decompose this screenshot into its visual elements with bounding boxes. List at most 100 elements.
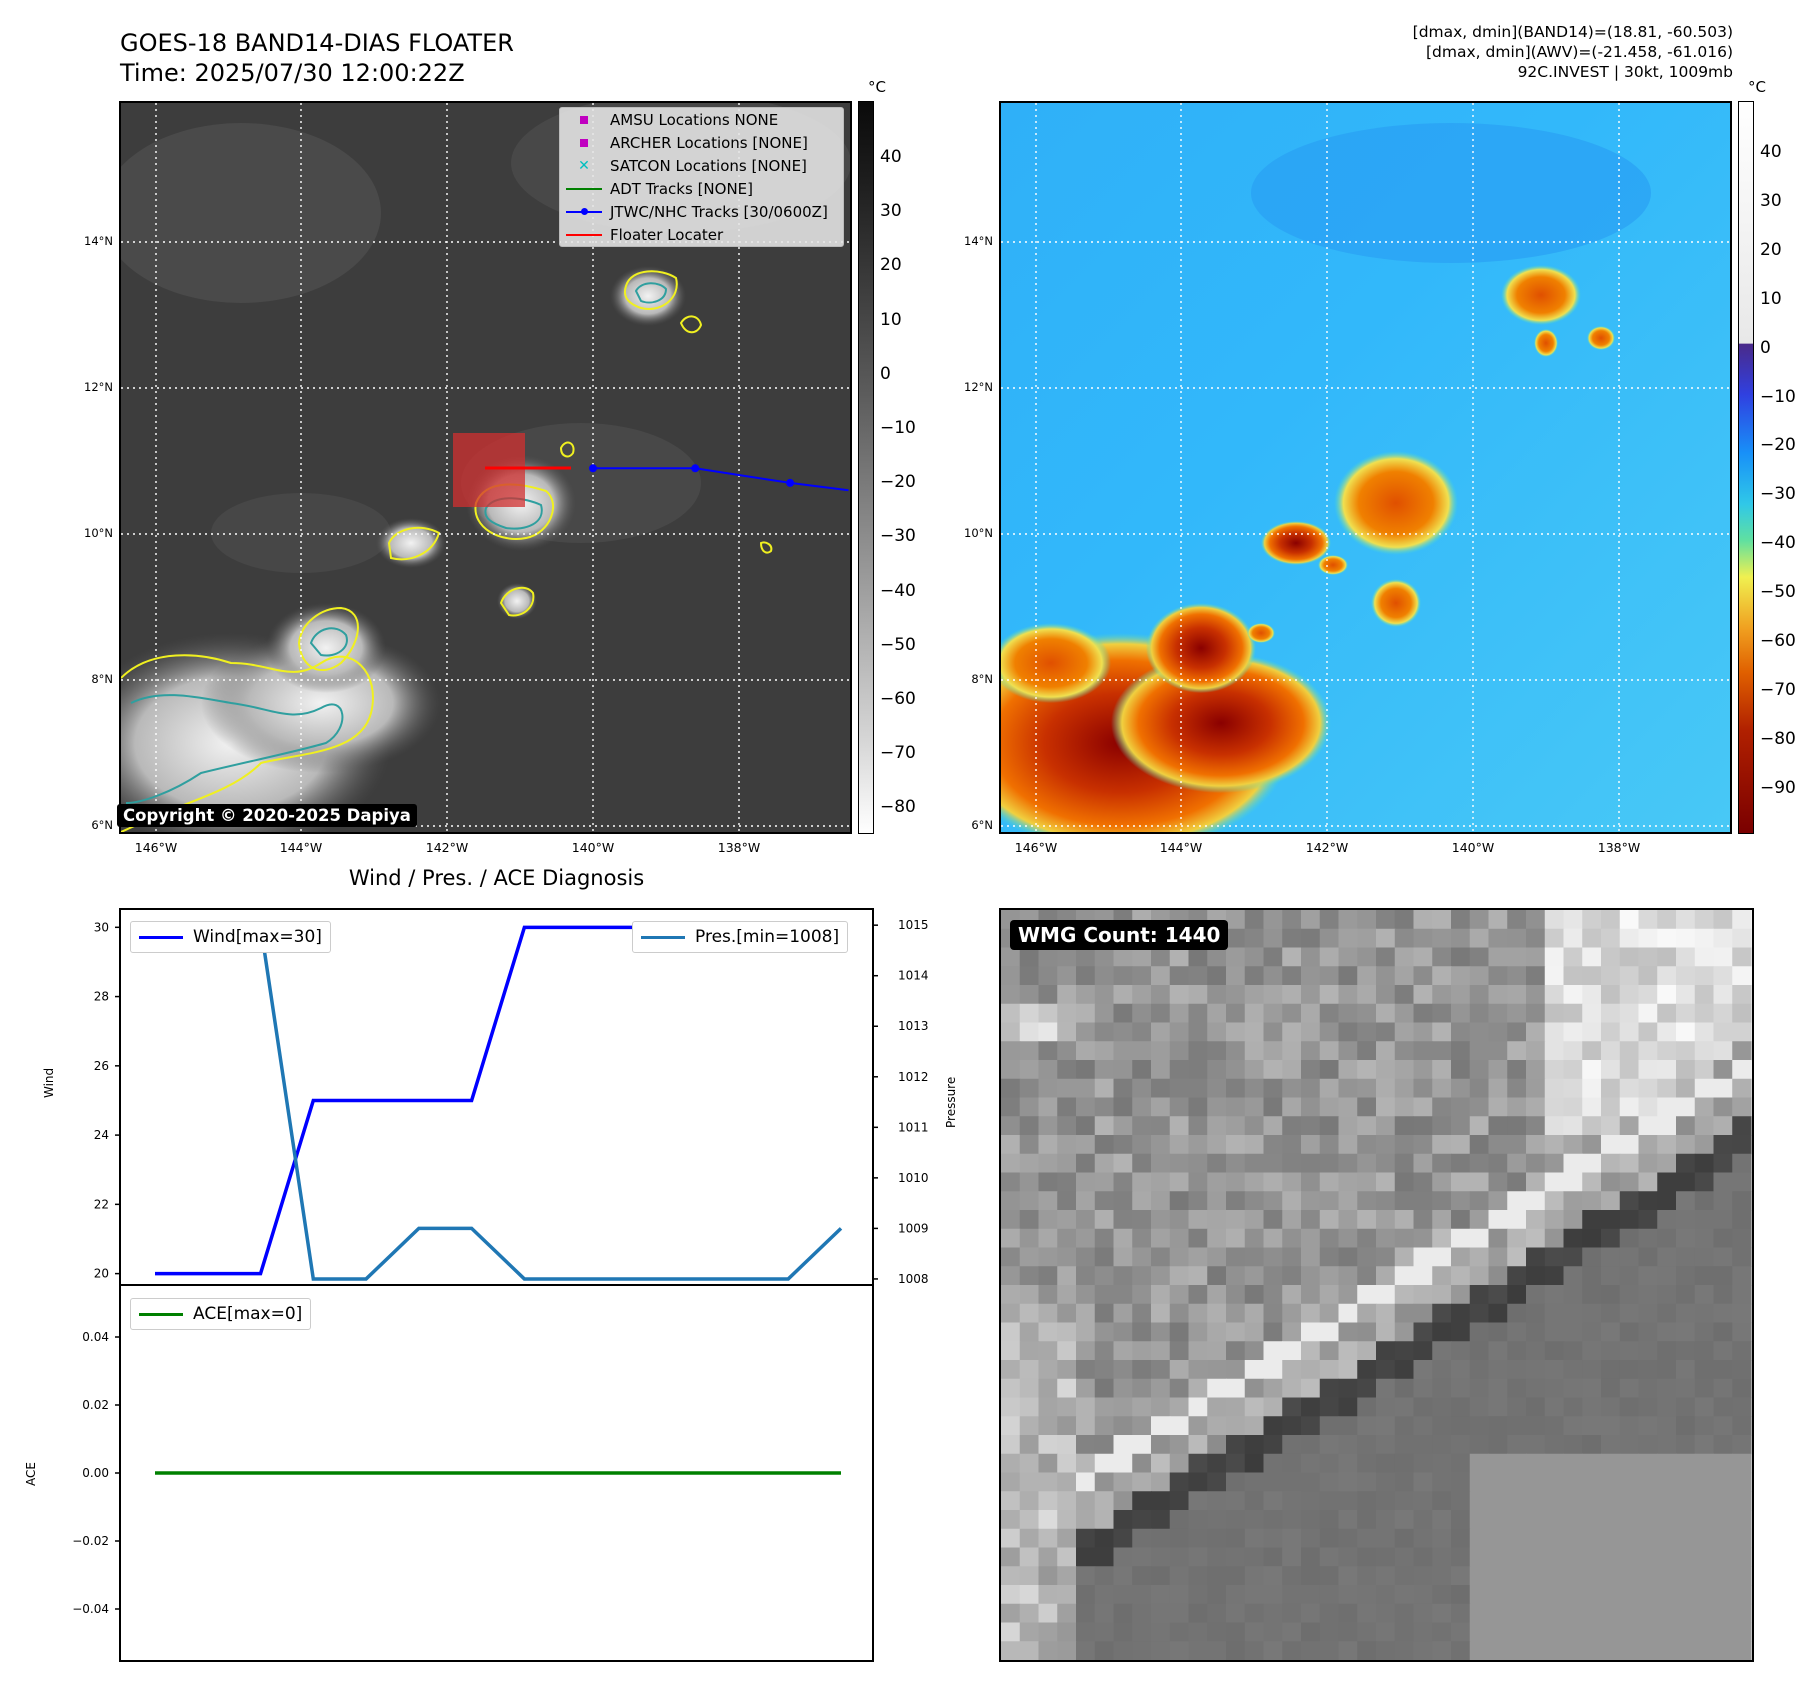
magenta-square-icon — [580, 115, 588, 124]
ace-axis-label: ACE — [24, 1462, 38, 1486]
ace-tick-label: 0.00 — [82, 1466, 109, 1480]
colorbar-tick-label: −50 — [880, 634, 916, 655]
lat-label: 6°N — [91, 818, 113, 832]
cyan-x-icon: ✕ — [578, 157, 590, 174]
green-line-icon — [566, 187, 602, 190]
colorbar-tick-label: −70 — [1760, 679, 1796, 700]
lat-label: 12°N — [84, 380, 113, 394]
colorbar-tick-label: −90 — [1760, 777, 1796, 798]
copyright-badge: Copyright © 2020-2025 Dapiya — [117, 804, 417, 827]
wmg-count-badge: WMG Count: 1440 — [1010, 920, 1229, 950]
wind-pressure-chart: 20 22 24 26 28 30 1008 1009 1010 1011 1012 1013 1014… — [94, 908, 929, 1286]
lat-label: 14°N — [964, 234, 993, 248]
pressure-tick-label: 1014 — [898, 969, 929, 983]
pressure-tick-label: 1010 — [898, 1171, 929, 1185]
magenta-square-icon — [580, 138, 588, 147]
colorbar-tick-label: 10 — [880, 309, 902, 330]
wmg-image — [1001, 910, 1752, 1660]
ir-map-image — [121, 103, 850, 832]
colorbar-unit-left: °C — [868, 78, 886, 96]
grayscale-colorbar — [858, 101, 874, 834]
legend-adt: ADT Tracks [NONE] — [560, 177, 843, 200]
colorbar-tick-label: 20 — [880, 255, 902, 276]
colorbar-tick-label: 0 — [880, 363, 891, 384]
wind-tick-label: 28 — [94, 990, 109, 1004]
red-line-icon — [566, 233, 602, 236]
colorbar-tick-label: −10 — [880, 418, 916, 438]
wind-axis-label: Wind — [42, 1067, 56, 1098]
colorbar-tick-label: −60 — [1760, 631, 1796, 651]
ace-chart: −0.04 −0.02 0.00 0.02 0.04 — [72, 1284, 874, 1662]
colorbar-unit-right: °C — [1748, 78, 1766, 96]
lat-label: 14°N — [84, 234, 113, 248]
awv-map-image — [1001, 103, 1730, 832]
colorbar-tick-label: −40 — [880, 580, 916, 601]
lon-label: 138°W — [717, 840, 761, 855]
ace-tick-label: −0.02 — [72, 1534, 109, 1548]
wind-legend-swatch — [139, 935, 183, 939]
colorbar-tick-label: −60 — [880, 689, 916, 709]
lat-label: 12°N — [964, 380, 993, 394]
colorbar-tick-label: −40 — [1760, 533, 1796, 554]
chart-title: GOES-18 BAND14-DIAS FLOATER Time: 2025/0… — [120, 28, 514, 88]
colorbar-tick-label: 20 — [1760, 239, 1782, 260]
colorbar-tick-label: −50 — [1760, 582, 1796, 603]
track-line — [593, 467, 849, 492]
lat-label: 8°N — [91, 672, 113, 686]
title-line-1: GOES-18 BAND14-DIAS FLOATER — [120, 29, 514, 57]
diagnosis-title: Wind / Pres. / ACE Diagnosis — [348, 866, 645, 890]
colorbar-tick-label: −30 — [880, 526, 916, 547]
pressure-tick-label: 1013 — [898, 1019, 929, 1033]
pressure-legend: Pres.[min=1008] — [632, 921, 849, 953]
lon-label: 140°W — [1451, 840, 1495, 855]
wind-tick-label: 26 — [94, 1059, 109, 1073]
title-line-2: Time: 2025/07/30 12:00:22Z — [120, 59, 465, 87]
colorbar-tick-label: −30 — [1760, 484, 1796, 505]
wind-tick-label: 24 — [94, 1128, 109, 1142]
ace-legend-swatch — [139, 1312, 183, 1316]
lon-label: 138°W — [1597, 840, 1641, 855]
colorbar-tick-label: 40 — [1760, 142, 1782, 162]
ace-tick-label: 0.04 — [82, 1330, 109, 1344]
info-storm: 92C.INVEST | 30kt, 1009mb — [1517, 63, 1733, 81]
info-band14: [dmax, dmin](BAND14)=(18.81, -60.503) — [1412, 23, 1733, 41]
legend-floater: Floater Locater — [560, 223, 843, 246]
pressure-tick-label: 1012 — [898, 1070, 929, 1084]
pressure-axis-label: Pressure — [944, 1076, 958, 1128]
lon-label: 142°W — [425, 840, 469, 855]
pressure-tick-label: 1015 — [898, 918, 929, 932]
map-legend: AMSU Locations NONE ARCHER Locations [NO… — [559, 107, 844, 247]
ace-tick-label: −0.04 — [72, 1602, 109, 1616]
colorbar-tick-label: −80 — [880, 797, 916, 818]
track-point — [589, 464, 597, 473]
wind-tick-label: 20 — [94, 1267, 109, 1281]
ir-map-panel — [119, 101, 852, 834]
colorbar-tick-label: 10 — [1760, 288, 1782, 309]
jtwc-track — [589, 464, 849, 492]
track-point — [786, 478, 795, 487]
wmg-panel — [999, 908, 1754, 1662]
info-awv: [dmax, dmin](AWV)=(-21.458, -61.016) — [1426, 43, 1733, 61]
wind-tick-label: 22 — [94, 1197, 109, 1211]
lon-label: 146°W — [1014, 840, 1058, 855]
lon-label: 140°W — [571, 840, 615, 855]
wind-legend: Wind[max=30] — [130, 921, 331, 953]
pressure-tick-label: 1011 — [898, 1120, 929, 1134]
colorbar-tick-label: −80 — [1760, 728, 1796, 749]
colorbar-tick-label: −20 — [1760, 435, 1796, 456]
lat-label: 8°N — [971, 672, 993, 686]
colorbar-tick-label: 40 — [880, 147, 902, 167]
colorbar-tick-label: 30 — [1760, 190, 1782, 211]
lat-label: 10°N — [84, 526, 113, 540]
track-point — [691, 464, 700, 473]
colorbar-tick-label: −20 — [880, 472, 916, 493]
pressure-legend-swatch — [641, 935, 685, 939]
lon-label: 144°W — [279, 840, 323, 855]
legend-archer: ARCHER Locations [NONE] — [560, 131, 843, 154]
pressure-tick-label: 1009 — [898, 1221, 929, 1235]
colorbar-tick-label: −10 — [1760, 386, 1796, 407]
legend-amsu: AMSU Locations NONE — [560, 108, 843, 131]
ace-plot: −0.04 −0.02 0.00 0.02 0.04 — [72, 1330, 841, 1616]
lon-label: 146°W — [134, 840, 178, 855]
wind-pressure-plot: 20 22 24 26 28 30 1008 1009 1010 1011 1012 1013 1014… — [94, 918, 929, 1286]
